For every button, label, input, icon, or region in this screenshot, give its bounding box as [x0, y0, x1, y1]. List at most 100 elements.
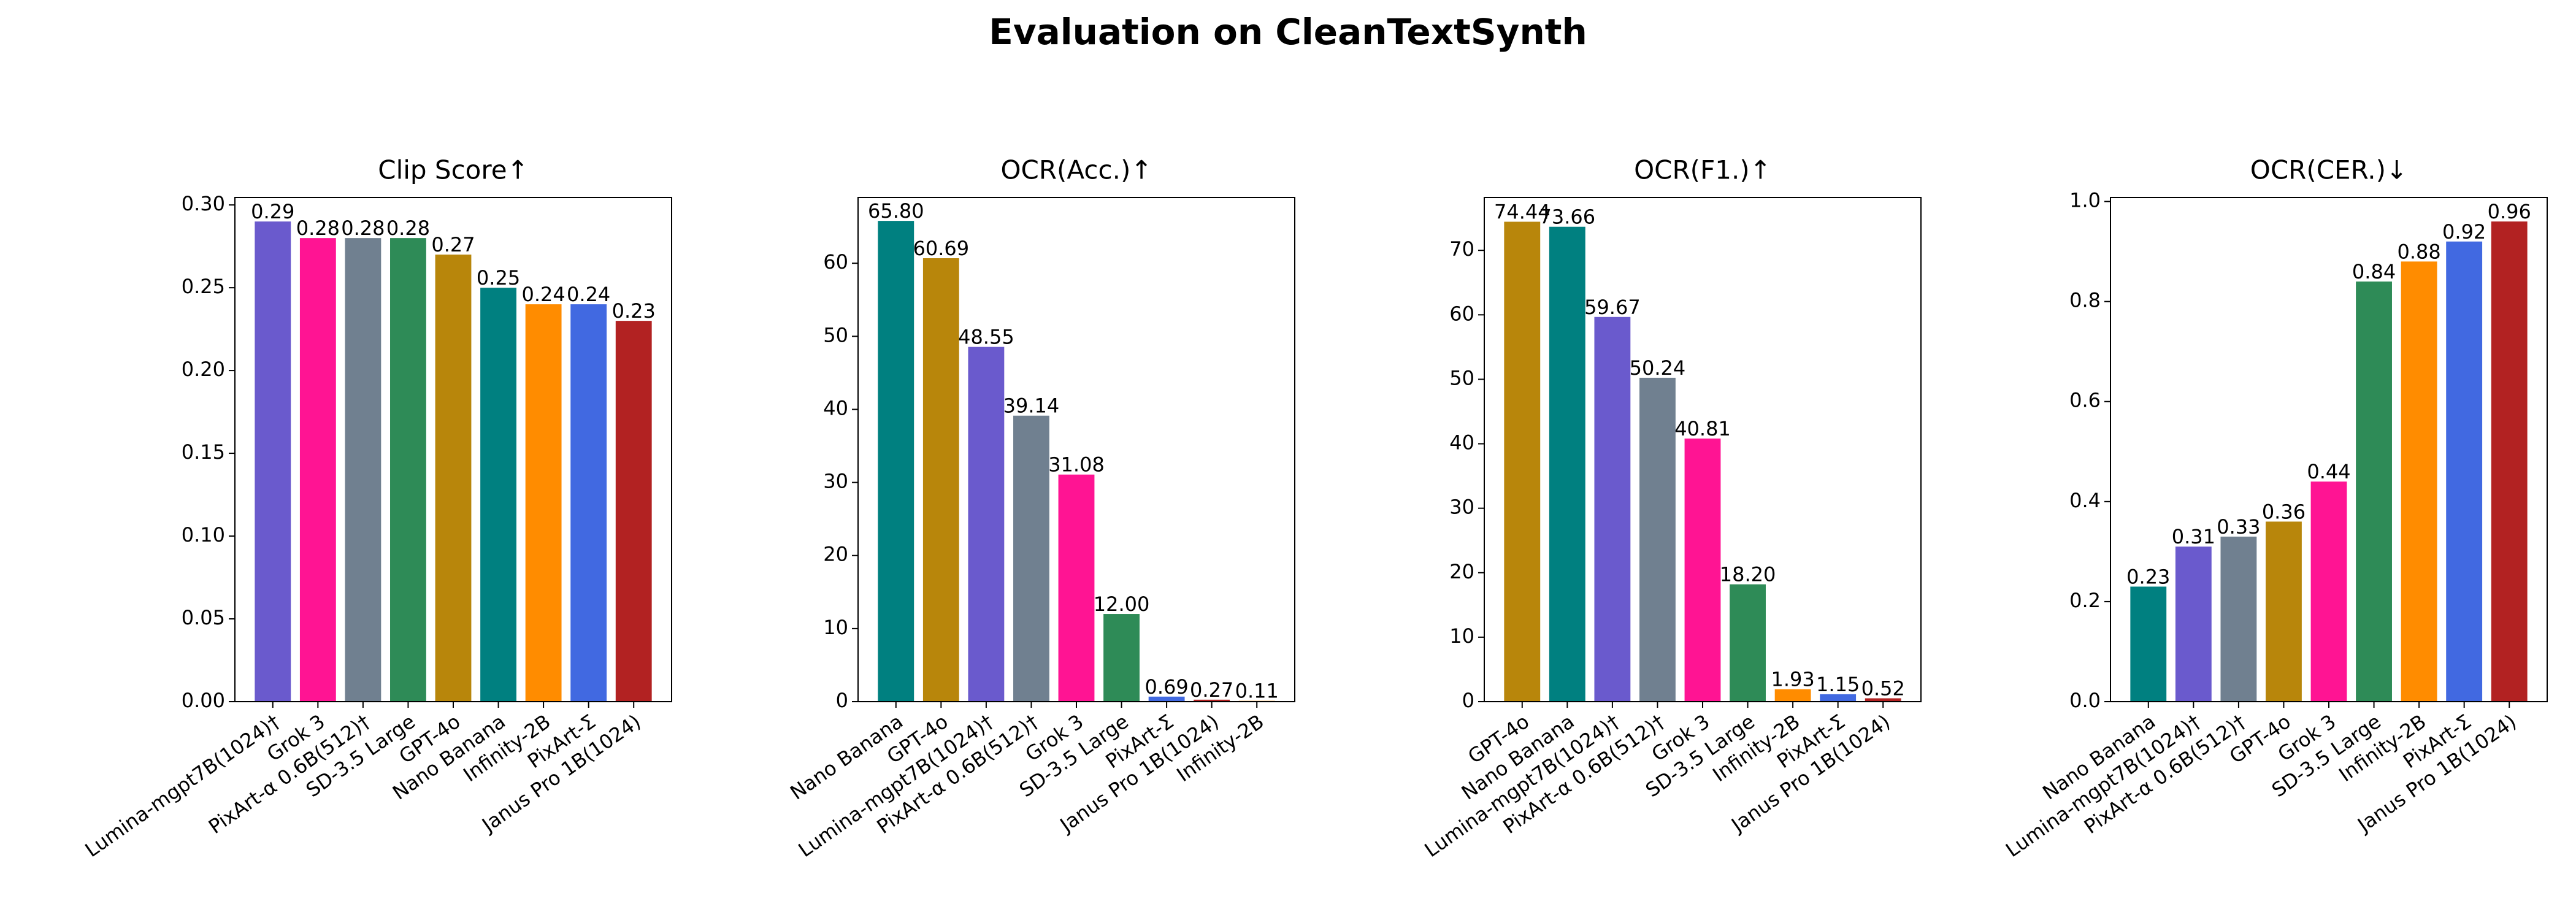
y-tick-label: 20: [823, 543, 848, 566]
data-label: 0.24: [521, 283, 565, 306]
bar: [1594, 316, 1631, 702]
y-tick-label: 10: [1449, 624, 1474, 648]
bar: [2130, 586, 2167, 702]
y-tick-label: 0.00: [182, 689, 225, 712]
bar: [2401, 261, 2437, 702]
subplot-title: OCR(Acc.)↑: [1000, 155, 1152, 185]
y-tick-label: 60: [823, 250, 848, 274]
bar: [299, 238, 336, 702]
bar: [2310, 481, 2347, 702]
subplot-title: OCR(F1.)↑: [1634, 155, 1771, 185]
y-tick-label: 0.0: [2069, 689, 2101, 712]
y-tick-label: 30: [1449, 496, 1474, 519]
data-label: 39.14: [1003, 394, 1060, 418]
y-tick-label: 20: [1449, 560, 1474, 583]
y-tick-label: 0.4: [2069, 489, 2101, 512]
bar: [570, 304, 607, 702]
axes-frame: [857, 197, 1295, 702]
bar: [1639, 377, 1676, 702]
bar: [1549, 226, 1585, 702]
figure-title: Evaluation on CleanTextSynth: [989, 11, 1587, 53]
subplot-title: OCR(CER.)↓: [2250, 155, 2407, 185]
bar: [2446, 241, 2483, 702]
data-label: 60.69: [913, 237, 970, 260]
bar: [968, 347, 1005, 702]
y-tick-label: 0.10: [182, 523, 225, 546]
y-tick-label: 0.15: [182, 440, 225, 464]
bar: [435, 255, 472, 702]
y-tick-label: 60: [1449, 302, 1474, 325]
bar: [1865, 698, 1901, 702]
y-tick-label: 0: [1462, 689, 1474, 712]
data-label: 0.69: [1144, 675, 1188, 699]
y-tick-label: 0: [836, 689, 848, 712]
bar: [390, 238, 426, 702]
y-tick-label: 0.6: [2069, 389, 2101, 412]
data-label: 0.23: [2126, 565, 2170, 588]
bar: [2356, 282, 2392, 702]
y-tick-label: 10: [823, 616, 848, 639]
data-label: 0.23: [612, 299, 656, 323]
data-label: 0.28: [341, 217, 385, 240]
bar: [1194, 699, 1230, 702]
bar: [345, 238, 381, 702]
data-label: 1.15: [1816, 673, 1860, 696]
y-tick-label: 70: [1449, 237, 1474, 261]
bar: [1684, 439, 1721, 702]
axes-frame: [234, 197, 672, 702]
data-label: 0.27: [431, 233, 475, 256]
data-label: 0.44: [2307, 460, 2350, 483]
bar: [922, 258, 959, 702]
data-label: 73.66: [1539, 205, 1596, 229]
data-label: 48.55: [958, 326, 1014, 349]
data-label: 0.96: [2488, 200, 2531, 223]
data-label: 0.27: [1190, 678, 1233, 702]
y-tick-label: 40: [1449, 431, 1474, 454]
bar: [1820, 694, 1857, 702]
data-label: 0.28: [386, 217, 430, 240]
y-tick-label: 50: [1449, 366, 1474, 389]
bar: [480, 288, 516, 702]
bar: [2175, 546, 2212, 702]
data-label: 0.29: [251, 200, 294, 223]
bar: [2491, 221, 2528, 702]
bar: [525, 304, 562, 702]
data-label: 1.93: [1771, 668, 1814, 691]
y-tick-label: 0.8: [2069, 289, 2101, 312]
data-label: 74.44: [1494, 201, 1551, 224]
bar: [615, 321, 652, 702]
data-label: 0.52: [1861, 677, 1905, 700]
bar: [2266, 521, 2302, 702]
data-label: 0.88: [2397, 240, 2440, 263]
y-tick-label: 30: [823, 470, 848, 493]
data-label: 40.81: [1674, 417, 1731, 440]
data-label: 0.31: [2172, 525, 2215, 548]
y-tick-label: 40: [823, 396, 848, 420]
bar: [1103, 614, 1140, 702]
bar: [1058, 474, 1095, 702]
y-tick-label: 0.25: [182, 275, 225, 298]
bar: [1730, 584, 1766, 702]
bar: [1774, 689, 1811, 702]
bar: [1504, 221, 1541, 702]
data-label: 0.25: [477, 266, 520, 289]
bar: [1013, 415, 1049, 702]
subplot-title: Clip Score↑: [378, 155, 529, 185]
bar: [1148, 696, 1185, 702]
data-label: 0.33: [2217, 515, 2260, 539]
data-label: 31.08: [1048, 453, 1105, 477]
data-label: 0.36: [2262, 500, 2306, 523]
y-tick-label: 50: [823, 323, 848, 347]
data-label: 0.24: [567, 283, 610, 306]
axes-frame: [1484, 197, 1922, 702]
y-tick-label: 0.05: [182, 606, 225, 629]
y-tick-label: 0.2: [2069, 589, 2101, 612]
data-label: 0.84: [2352, 260, 2396, 283]
bar: [255, 221, 291, 702]
data-label: 59.67: [1584, 296, 1641, 319]
data-label: 65.80: [868, 199, 924, 223]
data-label: 0.92: [2442, 220, 2486, 243]
y-tick-label: 0.30: [182, 192, 225, 215]
data-label: 12.00: [1094, 592, 1150, 616]
